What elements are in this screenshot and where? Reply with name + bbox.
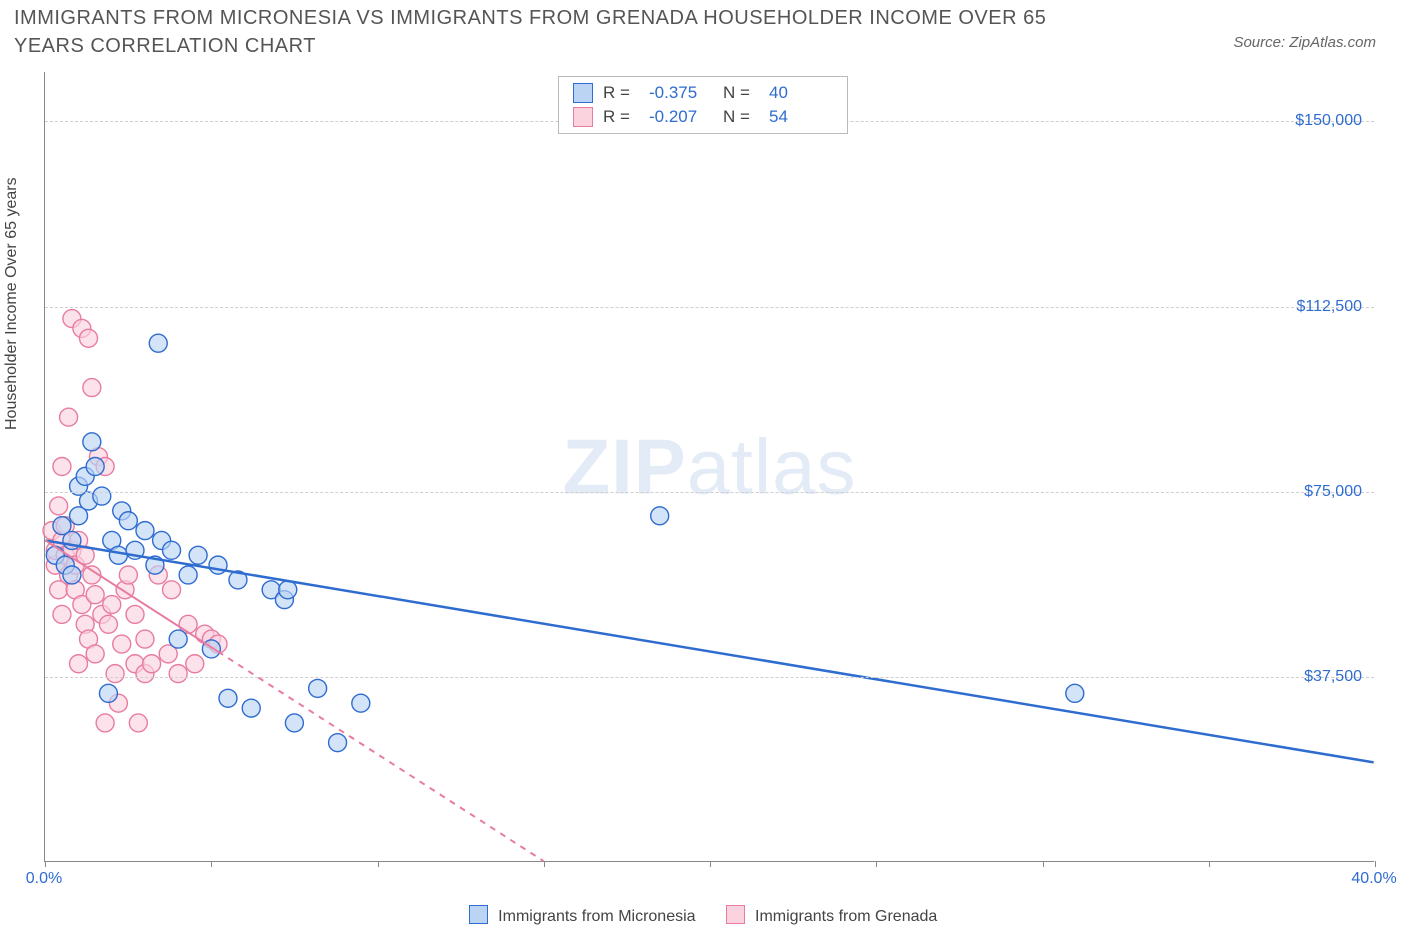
source-label: Source: ZipAtlas.com — [1233, 34, 1376, 51]
swatch-blue-icon — [573, 83, 593, 103]
y-axis-label: Householder Income Over 65 years — [3, 177, 21, 430]
y-tick-label: $112,500 — [1296, 298, 1362, 316]
swatch-blue-icon — [469, 905, 488, 924]
stats-row-blue: R = -0.375 N = 40 — [573, 81, 833, 105]
x-tick-label: 0.0% — [26, 870, 62, 888]
series-legend: Immigrants from Micronesia Immigrants fr… — [0, 905, 1406, 926]
y-tick-label: $150,000 — [1295, 112, 1362, 130]
legend-item-blue: Immigrants from Micronesia — [469, 905, 696, 926]
legend-item-pink: Immigrants from Grenada — [726, 905, 938, 926]
y-tick-label: $37,500 — [1304, 668, 1362, 686]
stats-legend: R = -0.375 N = 40 R = -0.207 N = 54 — [558, 76, 848, 134]
y-tick-label: $75,000 — [1304, 483, 1362, 501]
stats-row-pink: R = -0.207 N = 54 — [573, 105, 833, 129]
swatch-pink-icon — [573, 107, 593, 127]
plot-area: ZIPatlas $37,500$75,000$112,500$150,000 — [44, 72, 1374, 862]
x-tick-label: 40.0% — [1351, 870, 1396, 888]
swatch-pink-icon — [726, 905, 745, 924]
chart-title: IMMIGRANTS FROM MICRONESIA VS IMMIGRANTS… — [14, 4, 1114, 60]
scatter-svg — [45, 72, 1374, 861]
